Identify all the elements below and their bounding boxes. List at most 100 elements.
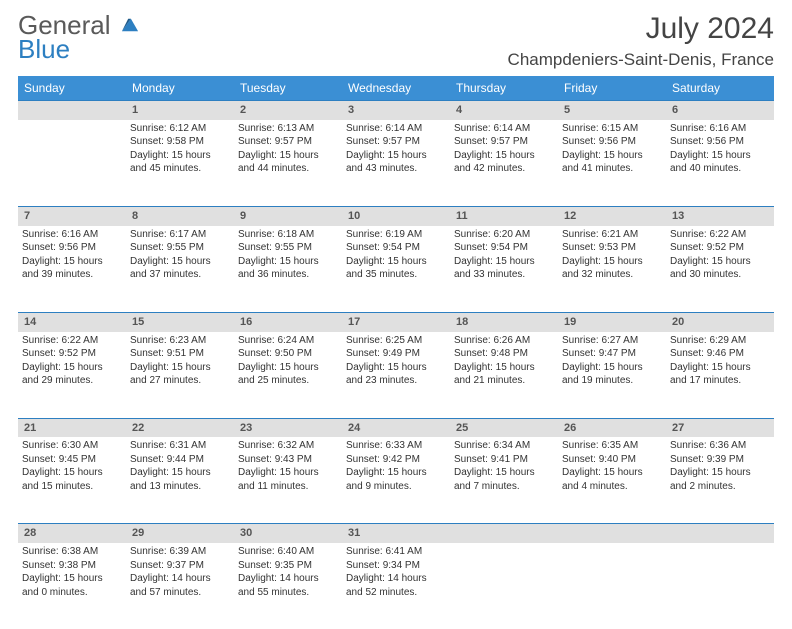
- day-detail-line: Daylight: 15 hours: [130, 149, 230, 163]
- day-detail-line: Daylight: 15 hours: [22, 255, 122, 269]
- day-detail-line: Sunset: 9:48 PM: [454, 347, 554, 361]
- day-detail-line: and 35 minutes.: [346, 268, 446, 282]
- day-detail-line: Sunrise: 6:20 AM: [454, 228, 554, 242]
- day-detail-line: Sunset: 9:57 PM: [346, 135, 446, 149]
- day-detail-line: Sunrise: 6:16 AM: [22, 228, 122, 242]
- day-detail-line: Daylight: 15 hours: [22, 572, 122, 586]
- day-detail-line: Daylight: 15 hours: [346, 361, 446, 375]
- day-cell: Sunrise: 6:39 AMSunset: 9:37 PMDaylight:…: [126, 543, 234, 629]
- day-detail-line: Sunset: 9:52 PM: [670, 241, 770, 255]
- day-number: 27: [666, 418, 774, 437]
- day-detail-line: Sunrise: 6:17 AM: [130, 228, 230, 242]
- day-detail-line: and 57 minutes.: [130, 586, 230, 600]
- calendar-header-row: SundayMondayTuesdayWednesdayThursdayFrid…: [18, 76, 774, 101]
- day-number: 13: [666, 206, 774, 225]
- day-detail-line: Sunrise: 6:15 AM: [562, 122, 662, 136]
- day-number-row: 78910111213: [18, 206, 774, 225]
- day-number: 1: [126, 101, 234, 120]
- day-detail-line: and 44 minutes.: [238, 162, 338, 176]
- day-detail-line: Sunrise: 6:35 AM: [562, 439, 662, 453]
- weekday-header: Saturday: [666, 76, 774, 101]
- day-detail-line: Sunset: 9:35 PM: [238, 559, 338, 573]
- day-detail-line: Daylight: 15 hours: [454, 361, 554, 375]
- day-detail-line: and 0 minutes.: [22, 586, 122, 600]
- day-detail-line: Daylight: 15 hours: [562, 149, 662, 163]
- day-detail-line: Daylight: 15 hours: [562, 466, 662, 480]
- day-number: 31: [342, 524, 450, 543]
- day-detail-line: Daylight: 15 hours: [22, 466, 122, 480]
- day-number: 22: [126, 418, 234, 437]
- logo-text: General Blue: [18, 12, 139, 62]
- day-detail-line: and 13 minutes.: [130, 480, 230, 494]
- day-detail-line: and 42 minutes.: [454, 162, 554, 176]
- day-detail-line: Sunrise: 6:41 AM: [346, 545, 446, 559]
- day-detail-line: Daylight: 15 hours: [238, 149, 338, 163]
- day-cell: Sunrise: 6:14 AMSunset: 9:57 PMDaylight:…: [450, 120, 558, 207]
- day-detail-line: and 25 minutes.: [238, 374, 338, 388]
- day-number: 12: [558, 206, 666, 225]
- weekday-header: Friday: [558, 76, 666, 101]
- day-detail-line: and 33 minutes.: [454, 268, 554, 282]
- day-detail-line: Sunset: 9:56 PM: [562, 135, 662, 149]
- day-detail-line: Daylight: 14 hours: [346, 572, 446, 586]
- day-cell: [450, 543, 558, 629]
- day-detail-line: Sunset: 9:42 PM: [346, 453, 446, 467]
- day-detail-line: and 27 minutes.: [130, 374, 230, 388]
- header: General Blue July 2024 Champdeniers-Sain…: [18, 12, 774, 70]
- day-detail-line: Sunrise: 6:24 AM: [238, 334, 338, 348]
- day-detail-line: Daylight: 15 hours: [454, 466, 554, 480]
- day-number: [666, 524, 774, 543]
- day-number: 20: [666, 312, 774, 331]
- day-detail-line: and 32 minutes.: [562, 268, 662, 282]
- day-detail-line: Daylight: 15 hours: [130, 255, 230, 269]
- day-number: 25: [450, 418, 558, 437]
- day-detail-line: and 40 minutes.: [670, 162, 770, 176]
- day-detail-line: and 52 minutes.: [346, 586, 446, 600]
- day-detail-line: Sunset: 9:57 PM: [454, 135, 554, 149]
- day-detail-line: Sunrise: 6:23 AM: [130, 334, 230, 348]
- day-detail-line: Sunrise: 6:38 AM: [22, 545, 122, 559]
- day-number: 15: [126, 312, 234, 331]
- day-detail-line: and 7 minutes.: [454, 480, 554, 494]
- day-detail-line: Sunset: 9:39 PM: [670, 453, 770, 467]
- day-number: 10: [342, 206, 450, 225]
- day-cell: Sunrise: 6:12 AMSunset: 9:58 PMDaylight:…: [126, 120, 234, 207]
- day-cell: [18, 120, 126, 207]
- day-detail-line: Sunset: 9:45 PM: [22, 453, 122, 467]
- day-detail-line: Sunset: 9:55 PM: [238, 241, 338, 255]
- day-number-row: 21222324252627: [18, 418, 774, 437]
- day-cell: Sunrise: 6:34 AMSunset: 9:41 PMDaylight:…: [450, 437, 558, 524]
- day-detail-line: and 15 minutes.: [22, 480, 122, 494]
- day-cell: Sunrise: 6:19 AMSunset: 9:54 PMDaylight:…: [342, 226, 450, 313]
- weekday-header: Wednesday: [342, 76, 450, 101]
- day-detail-line: and 11 minutes.: [238, 480, 338, 494]
- day-content-row: Sunrise: 6:12 AMSunset: 9:58 PMDaylight:…: [18, 120, 774, 207]
- day-cell: Sunrise: 6:32 AMSunset: 9:43 PMDaylight:…: [234, 437, 342, 524]
- day-cell: Sunrise: 6:13 AMSunset: 9:57 PMDaylight:…: [234, 120, 342, 207]
- day-detail-line: Sunrise: 6:33 AM: [346, 439, 446, 453]
- day-cell: Sunrise: 6:22 AMSunset: 9:52 PMDaylight:…: [18, 332, 126, 419]
- weekday-header: Thursday: [450, 76, 558, 101]
- title-block: July 2024 Champdeniers-Saint-Denis, Fran…: [508, 12, 774, 70]
- day-number: 16: [234, 312, 342, 331]
- day-detail-line: Daylight: 15 hours: [238, 361, 338, 375]
- day-detail-line: Daylight: 15 hours: [454, 149, 554, 163]
- day-detail-line: Sunset: 9:58 PM: [130, 135, 230, 149]
- day-detail-line: Sunrise: 6:30 AM: [22, 439, 122, 453]
- day-detail-line: and 37 minutes.: [130, 268, 230, 282]
- day-number: 2: [234, 101, 342, 120]
- day-cell: Sunrise: 6:41 AMSunset: 9:34 PMDaylight:…: [342, 543, 450, 629]
- day-number: 17: [342, 312, 450, 331]
- day-cell: Sunrise: 6:36 AMSunset: 9:39 PMDaylight:…: [666, 437, 774, 524]
- day-number: 3: [342, 101, 450, 120]
- day-cell: Sunrise: 6:16 AMSunset: 9:56 PMDaylight:…: [666, 120, 774, 207]
- day-detail-line: Sunset: 9:46 PM: [670, 347, 770, 361]
- day-cell: Sunrise: 6:24 AMSunset: 9:50 PMDaylight:…: [234, 332, 342, 419]
- day-number: 29: [126, 524, 234, 543]
- day-detail-line: Sunset: 9:52 PM: [22, 347, 122, 361]
- day-detail-line: and 55 minutes.: [238, 586, 338, 600]
- day-detail-line: Daylight: 15 hours: [346, 255, 446, 269]
- day-detail-line: Daylight: 15 hours: [238, 255, 338, 269]
- day-detail-line: Daylight: 15 hours: [670, 466, 770, 480]
- day-detail-line: and 19 minutes.: [562, 374, 662, 388]
